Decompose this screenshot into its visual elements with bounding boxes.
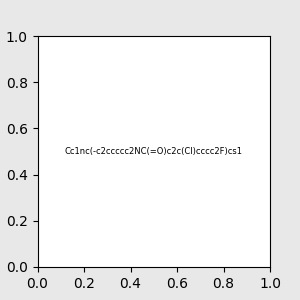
- Text: Cc1nc(-c2ccccc2NC(=O)c2c(Cl)cccc2F)cs1: Cc1nc(-c2ccccc2NC(=O)c2c(Cl)cccc2F)cs1: [65, 147, 243, 156]
